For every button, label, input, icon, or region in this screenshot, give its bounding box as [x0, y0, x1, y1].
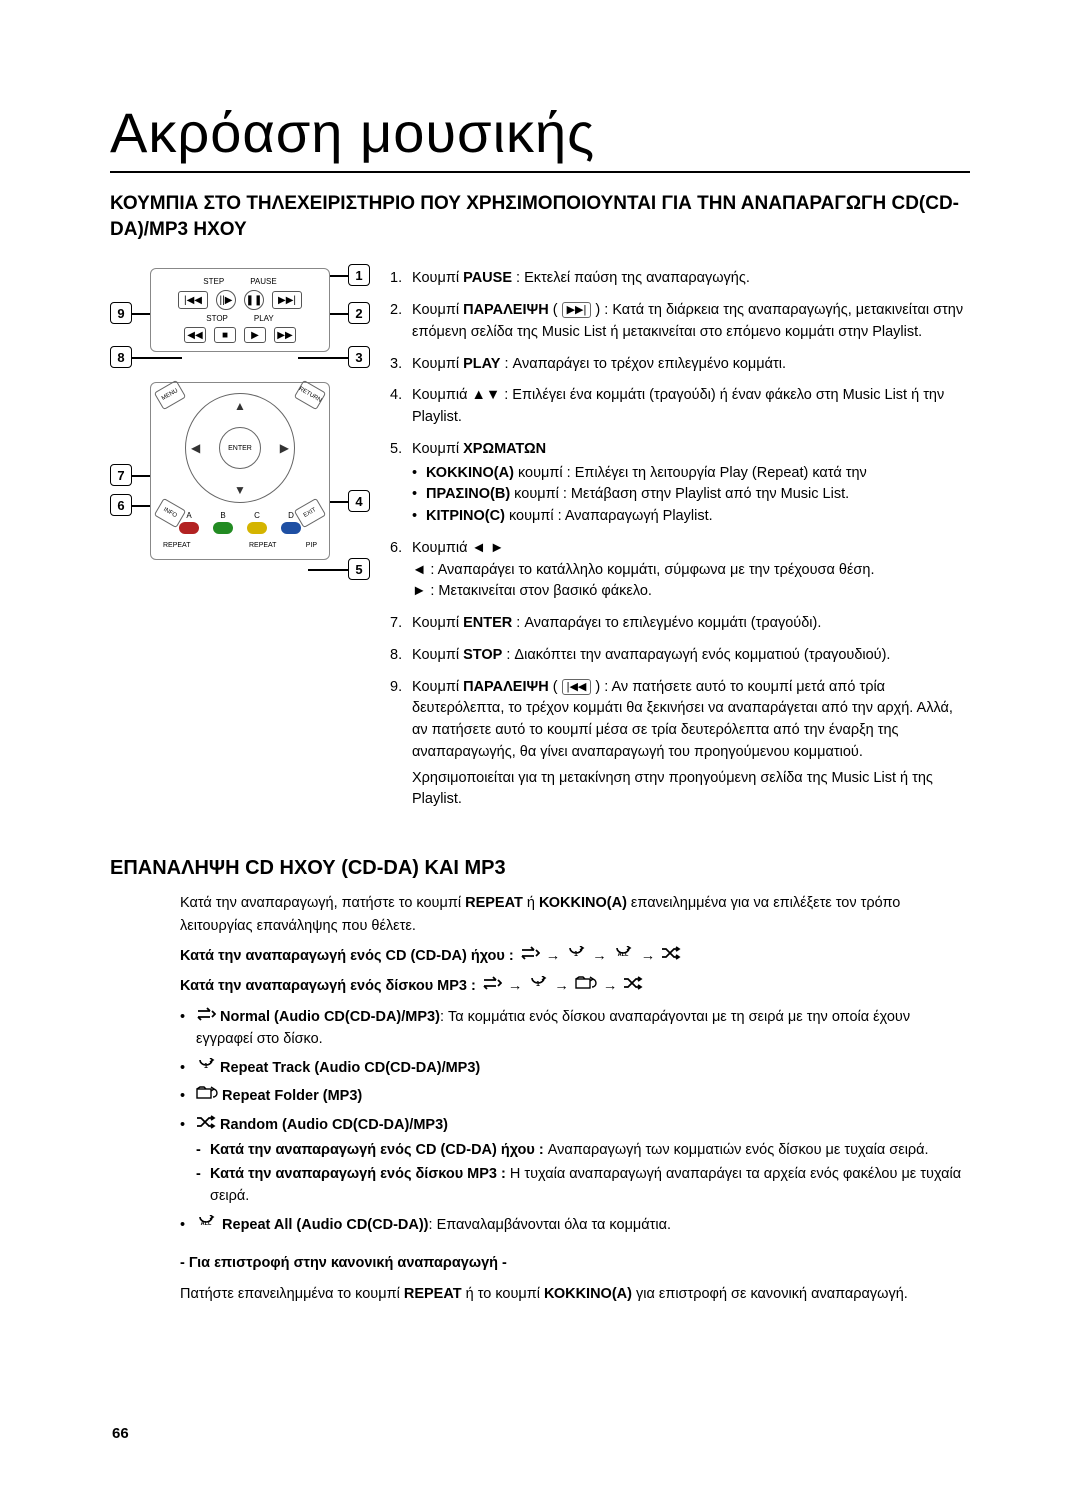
enter-button: ENTER	[219, 427, 261, 469]
main-row: 1 9 2 8 3 STEP PAUSE |◀◀ ||▶ ❚❚ ▶▶|	[110, 268, 970, 821]
repeat-mode-item: Repeat Folder (MP3)	[180, 1085, 970, 1108]
label-pip: PIP	[306, 542, 317, 549]
button-desc-item: Κουμπί ΠΑΡΑΛΕΙΨΗ ( ▶▶| ) : Κατά τη διάρκ…	[390, 300, 970, 344]
callout-1: 1	[348, 264, 370, 286]
rew-button: ◀◀	[184, 327, 206, 343]
repeat-mode-item: Normal (Audio CD(CD-DA)/MP3): Τα κομμάτι…	[180, 1006, 970, 1051]
callout-4: 4	[348, 490, 370, 512]
svg-text:1: 1	[204, 1063, 208, 1070]
ff-button: ▶▶	[274, 327, 296, 343]
left-arrow-icon: ◀	[191, 441, 200, 455]
button-desc-item: Κουμπιά ◄ ►◄ : Αναπαράγει το κατάλληλο κ…	[390, 538, 970, 603]
color-buttons-row: A B C D	[177, 511, 303, 534]
repeat-mode-item: 1 Repeat Track (Audio CD(CD-DA)/MP3)	[180, 1057, 970, 1080]
step-button: ||▶	[216, 290, 236, 310]
remote-transport-panel: STEP PAUSE |◀◀ ||▶ ❚❚ ▶▶| STOP PLAY ◀◀ ■…	[150, 268, 330, 352]
callout-7: 7	[110, 464, 132, 486]
button-desc-item: Κουμπί PLAY : Αναπαράγει το τρέχον επιλε…	[390, 354, 970, 376]
label-step: STEP	[203, 277, 224, 286]
label-pause: PAUSE	[250, 277, 277, 286]
return-normal-text: Πατήστε επανειλημμένα το κουμπί REPEAT ή…	[180, 1283, 970, 1305]
button-desc-item: Κουμπί ENTER : Αναπαράγει το επιλεγμένο …	[390, 613, 970, 635]
repeat-intro: Κατά την αναπαραγωγή, πατήστε το κουμπί …	[180, 892, 970, 937]
play-button: ▶	[244, 327, 266, 343]
label-stop: STOP	[206, 314, 228, 323]
yellow-button	[247, 522, 267, 534]
section-subtitle: ΚΟΥΜΠΙΑ ΣΤΟ ΤΗΛΕΧΕΙΡΙΣΤΗΡΙΟ ΠΟΥ ΧΡΗΣΙΜΟΠ…	[110, 191, 970, 242]
button-desc-item: Κουμπί ΧΡΩΜΑΤΩΝΚΟΚΚΙΝΟ(A) κουμπί : Επιλέ…	[390, 439, 970, 528]
remote-nav-panel: MENU RETURN ENTER ▲ ▼ ◀ ▶ INFO EXIT A B …	[150, 382, 330, 560]
svg-text:1: 1	[574, 951, 578, 958]
button-desc-item: Κουμπί ΠΑΡΑΛΕΙΨΗ ( |◀◀ ) : Αν πατήσετε α…	[390, 677, 970, 812]
down-arrow-icon: ▼	[234, 483, 246, 497]
callout-6: 6	[110, 494, 132, 516]
cd-sequence: Κατά την αναπαραγωγή ενός CD (CD-DA) ήχο…	[180, 945, 970, 967]
mp3-sequence: Κατά την αναπαραγωγή ενός δίσκου MP3 : →…	[180, 975, 970, 997]
button-desc-item: Κουμπί PAUSE : Εκτελεί παύση της αναπαρα…	[390, 268, 970, 290]
repeat-mode-item: ALL Repeat All (Audio CD(CD-DA)): Επαναλ…	[180, 1214, 970, 1237]
blue-button	[281, 522, 301, 534]
button-desc-item: Κουμπί STOP : Διακόπτει την αναπαραγωγή …	[390, 645, 970, 667]
callout-8: 8	[110, 346, 132, 368]
label-play: PLAY	[254, 314, 274, 323]
callout-2: 2	[348, 302, 370, 324]
remote-diagram: 1 9 2 8 3 STEP PAUSE |◀◀ ||▶ ❚❚ ▶▶|	[110, 268, 370, 821]
button-descriptions: Κουμπί PAUSE : Εκτελεί παύση της αναπαρα…	[390, 268, 970, 821]
svg-text:ALL: ALL	[201, 1221, 212, 1227]
repeat-mode-item: Random (Audio CD(CD-DA)/MP3)Κατά την ανα…	[180, 1114, 970, 1208]
right-arrow-icon: ▶	[280, 441, 289, 455]
label-repeat: REPEAT	[163, 542, 191, 549]
pause-button: ❚❚	[244, 290, 264, 310]
next-button: ▶▶|	[272, 291, 302, 309]
svg-text:1: 1	[536, 981, 540, 988]
page-number: 66	[112, 1425, 129, 1442]
red-button	[179, 522, 199, 534]
green-button	[213, 522, 233, 534]
repeat-section: Κατά την αναπαραγωγή, πατήστε το κουμπί …	[110, 892, 970, 1305]
svg-text:ALL: ALL	[617, 952, 628, 958]
repeat-modes-list: Normal (Audio CD(CD-DA)/MP3): Τα κομμάτι…	[180, 1006, 970, 1237]
callout-3: 3	[348, 346, 370, 368]
stop-button: ■	[214, 327, 236, 343]
prev-button: |◀◀	[178, 291, 208, 309]
repeat-section-title: ΕΠΑΝΑΛΗΨΗ CD ΗΧΟΥ (CD-DA) ΚΑΙ MP3	[110, 857, 970, 880]
return-button: RETURN	[294, 380, 327, 410]
menu-button: MENU	[154, 380, 187, 410]
callout-9: 9	[110, 302, 132, 324]
callout-5: 5	[348, 558, 370, 580]
button-desc-item: Κουμπιά ▲▼ : Επιλέγει ένα κομμάτι (τραγο…	[390, 385, 970, 429]
up-arrow-icon: ▲	[234, 399, 246, 413]
return-normal-title: - Για επιστροφή στην κανονική αναπαραγωγ…	[180, 1252, 970, 1274]
page-title: Ακρόαση μουσικής	[110, 100, 970, 173]
dpad: ENTER ▲ ▼ ◀ ▶	[185, 393, 295, 503]
